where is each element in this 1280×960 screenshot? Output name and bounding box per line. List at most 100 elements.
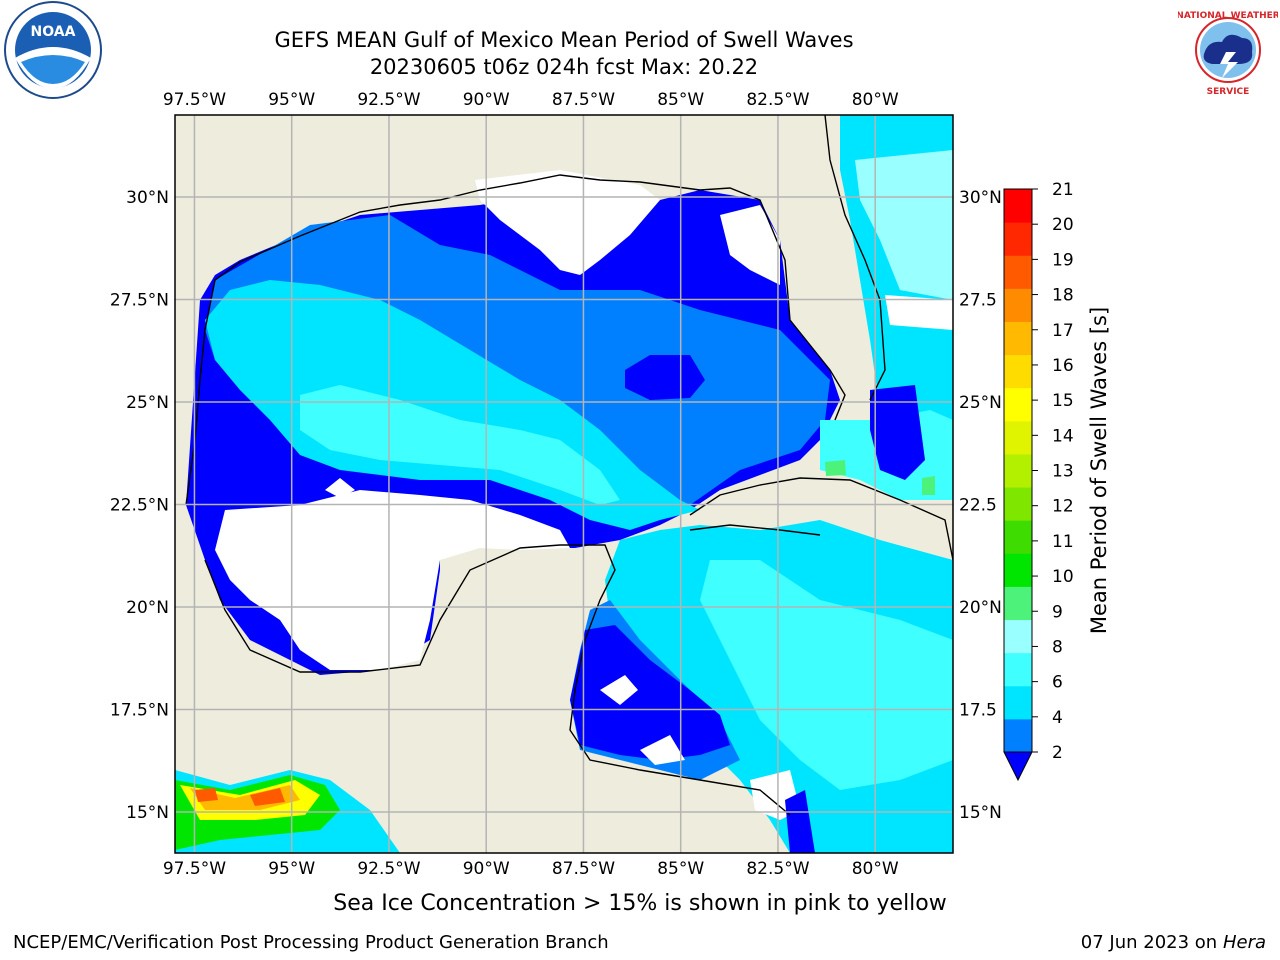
colorbar-label: Mean Period of Swell Waves [s]	[1087, 307, 1111, 634]
atlantic-water-light	[855, 150, 953, 300]
no-data-gulf-small	[325, 478, 355, 498]
chart-title: GEFS MEAN Gulf of Mexico Mean Period of …	[274, 28, 854, 52]
colorbar-segment	[1004, 586, 1032, 621]
lon-tick-label-bottom: 80°W	[852, 859, 899, 879]
lon-tick-label-top: 97.5°W	[163, 90, 226, 110]
colorbar-tick-label: 20	[1052, 215, 1074, 235]
lat-tick-label-left: 17.5°N	[110, 701, 169, 721]
noaa-logo: NOAA	[4, 1, 102, 99]
colorbar-tick-label: 17	[1052, 321, 1074, 341]
lon-tick-label-top: 92.5°W	[357, 90, 420, 110]
colorbar-segment	[1004, 487, 1032, 521]
pacific-swell-red	[195, 788, 285, 806]
lon-tick-label-bottom: 85°W	[657, 859, 704, 879]
caribbean-blue-edge	[785, 790, 815, 853]
colorbar-tick-label: 8	[1052, 637, 1063, 657]
caribbean-water-deep	[570, 625, 730, 760]
florida-straits-deep	[870, 385, 925, 480]
colorbar-segment	[1004, 189, 1032, 223]
coastline-yucatan	[204, 544, 791, 816]
lon-tick-label-top: 95°W	[268, 90, 315, 110]
coastlines	[185, 115, 953, 816]
lat-tick-label-right: 27.5	[959, 291, 997, 311]
colorbar-tick-label: 16	[1052, 356, 1074, 376]
lon-tick-label-top: 85°W	[657, 90, 704, 110]
noaa-logo-text: NOAA	[31, 24, 76, 40]
lon-tick-label-bottom: 82.5°W	[746, 859, 809, 879]
lat-tick-label-right: 15°N	[959, 803, 1002, 823]
caribbean-no-data-bay	[640, 735, 685, 765]
lat-tick-label-right: 20°N	[959, 598, 1002, 618]
no-data-gulf-south	[215, 490, 570, 670]
lon-tick-label-bottom: 95°W	[268, 859, 315, 879]
bahamas-green-patch-2	[922, 476, 935, 495]
lat-tick-label-left: 22.5°N	[110, 496, 169, 516]
bahamas-green-patch	[825, 460, 846, 476]
colorbar-tick-label: 14	[1052, 426, 1074, 446]
lat-tick-label-right: 17.5	[959, 701, 997, 721]
svg-text:SERVICE: SERVICE	[1207, 87, 1250, 97]
colorbar-tick-label: 13	[1052, 462, 1074, 482]
colorbar-segment	[1004, 420, 1032, 455]
sea-ice-note-text: Sea Ice Concentration > 15% is shown in …	[333, 891, 947, 916]
gulf-water-light-cyan	[300, 385, 620, 505]
lat-tick-label-right: 25°N	[959, 393, 1002, 413]
map-plot-area	[175, 115, 953, 853]
graticule	[175, 115, 953, 853]
colorbar-segment	[1004, 387, 1032, 422]
colorbar-tick-label: 4	[1052, 708, 1063, 728]
lon-tick-label-bottom: 92.5°W	[357, 859, 420, 879]
lat-tick-label-left: 30°N	[126, 188, 169, 208]
coastline-cuba	[689, 477, 953, 561]
lat-tick-label-right: 22.5	[959, 496, 997, 516]
gulf-water-deep-blob	[625, 355, 705, 400]
colorbar-tick-label: 21	[1052, 180, 1074, 200]
lon-tick-label-bottom: 90°W	[463, 859, 510, 879]
colorbar-tick-label: 11	[1052, 532, 1074, 552]
lon-tick-label-bottom: 97.5°W	[163, 859, 226, 879]
footer-credit: NCEP/EMC/Verification Post Processing Pr…	[13, 932, 609, 953]
coastline-mexico-texas	[185, 174, 846, 506]
coastline-florida-east	[824, 115, 886, 401]
colorbar-tick-label: 18	[1052, 286, 1074, 306]
tick-labels: 97.5°W 97.5°W 95°W 95°W 92.5°W 92.5°W 90°W 90°W…	[110, 90, 1002, 879]
nws-logo: NATIONAL WEATHER SERVICE	[1178, 4, 1278, 97]
lat-tick-label-left: 20°N	[126, 598, 169, 618]
colorbar-tick-label: 6	[1052, 673, 1063, 693]
colorbar-segment	[1004, 718, 1032, 753]
chart-subtitle: 20230605 t06z 024h fcst Max: 20.22	[369, 55, 759, 79]
colorbar-segment	[1004, 453, 1032, 488]
lat-tick-label-left: 15°N	[126, 803, 169, 823]
lon-tick-label-top: 90°W	[463, 90, 510, 110]
colorbar-tick-label: 12	[1052, 497, 1074, 517]
colorbar-segment	[1004, 222, 1032, 256]
svg-text:NATIONAL WEATHER: NATIONAL WEATHER	[1178, 11, 1278, 21]
colorbar-segment	[1004, 288, 1032, 322]
caribbean-water-light	[700, 560, 953, 790]
colorbar-under-arrow	[1003, 751, 1033, 782]
atlantic-no-data	[885, 295, 953, 330]
colorbar-segment	[1004, 354, 1032, 389]
colorbar-segment	[1004, 255, 1032, 289]
no-data-gulf-northeast	[720, 205, 780, 285]
colorbar-segment	[1004, 321, 1032, 356]
colorbar: 21 20 19 18 17 16 15 14 13 12 11 10 9 8 6 4 2 Mean Period…	[1003, 180, 1111, 782]
colorbar-tick-label: 2	[1052, 743, 1063, 763]
colorbar-tick-label: 10	[1052, 567, 1074, 587]
lon-tick-label-top: 82.5°W	[746, 90, 809, 110]
lat-tick-label-right: 30°N	[959, 188, 1002, 208]
sea-ice-note: Sea Ice Concentration > 15% is shown in …	[0, 891, 1280, 916]
colorbar-tick-label: 19	[1052, 250, 1074, 270]
colorbar-tick-label: 9	[1052, 602, 1063, 622]
lon-tick-label-bottom: 87.5°W	[552, 859, 615, 879]
lon-tick-label-top: 87.5°W	[552, 90, 615, 110]
colorbar-segment	[1004, 520, 1032, 554]
plot-frame	[174, 114, 954, 854]
lat-tick-label-left: 25°N	[126, 393, 169, 413]
lat-tick-label-left: 27.5°N	[110, 291, 169, 311]
lon-tick-label-top: 80°W	[852, 90, 899, 110]
colorbar-tick-label: 15	[1052, 391, 1074, 411]
colorbar-segment	[1004, 652, 1032, 687]
caribbean-no-data-blob	[600, 675, 638, 705]
